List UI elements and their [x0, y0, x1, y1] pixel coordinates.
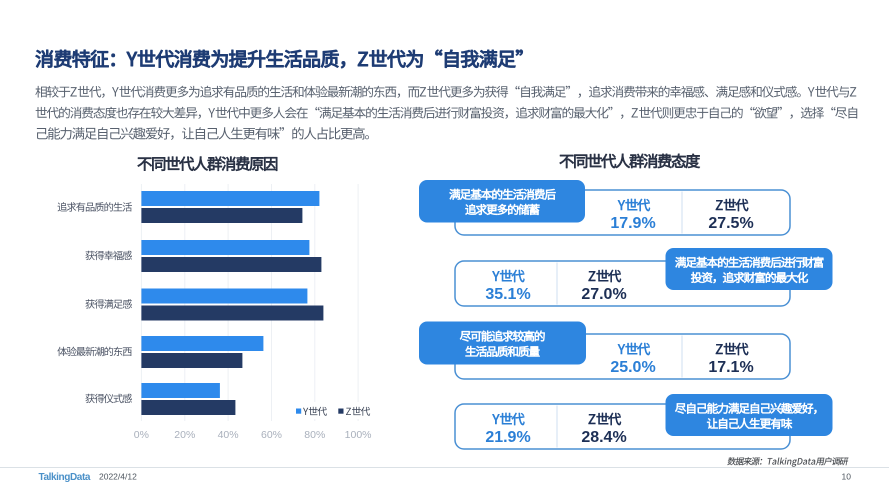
svg-text:21.9%: 21.9%	[485, 429, 530, 446]
svg-text:28.4%: 28.4%	[581, 429, 626, 446]
svg-text:27.0%: 27.0%	[581, 286, 626, 303]
svg-text:25.0%: 25.0%	[610, 359, 655, 376]
svg-text:20%: 20%	[174, 429, 195, 441]
svg-text:40%: 40%	[218, 429, 239, 441]
svg-text:0%: 0%	[134, 429, 149, 441]
svg-text:80%: 80%	[304, 429, 325, 441]
svg-text:2022/4/12: 2022/4/12	[99, 472, 137, 482]
svg-text:100%: 100%	[345, 429, 372, 441]
svg-text:17.9%: 17.9%	[610, 215, 655, 232]
svg-text:17.1%: 17.1%	[708, 359, 753, 376]
svg-text:35.1%: 35.1%	[485, 286, 530, 303]
svg-text:27.5%: 27.5%	[708, 215, 753, 232]
svg-text:60%: 60%	[261, 429, 282, 441]
svg-text:10: 10	[842, 472, 852, 482]
svg-text:TalkingData: TalkingData	[39, 472, 91, 483]
